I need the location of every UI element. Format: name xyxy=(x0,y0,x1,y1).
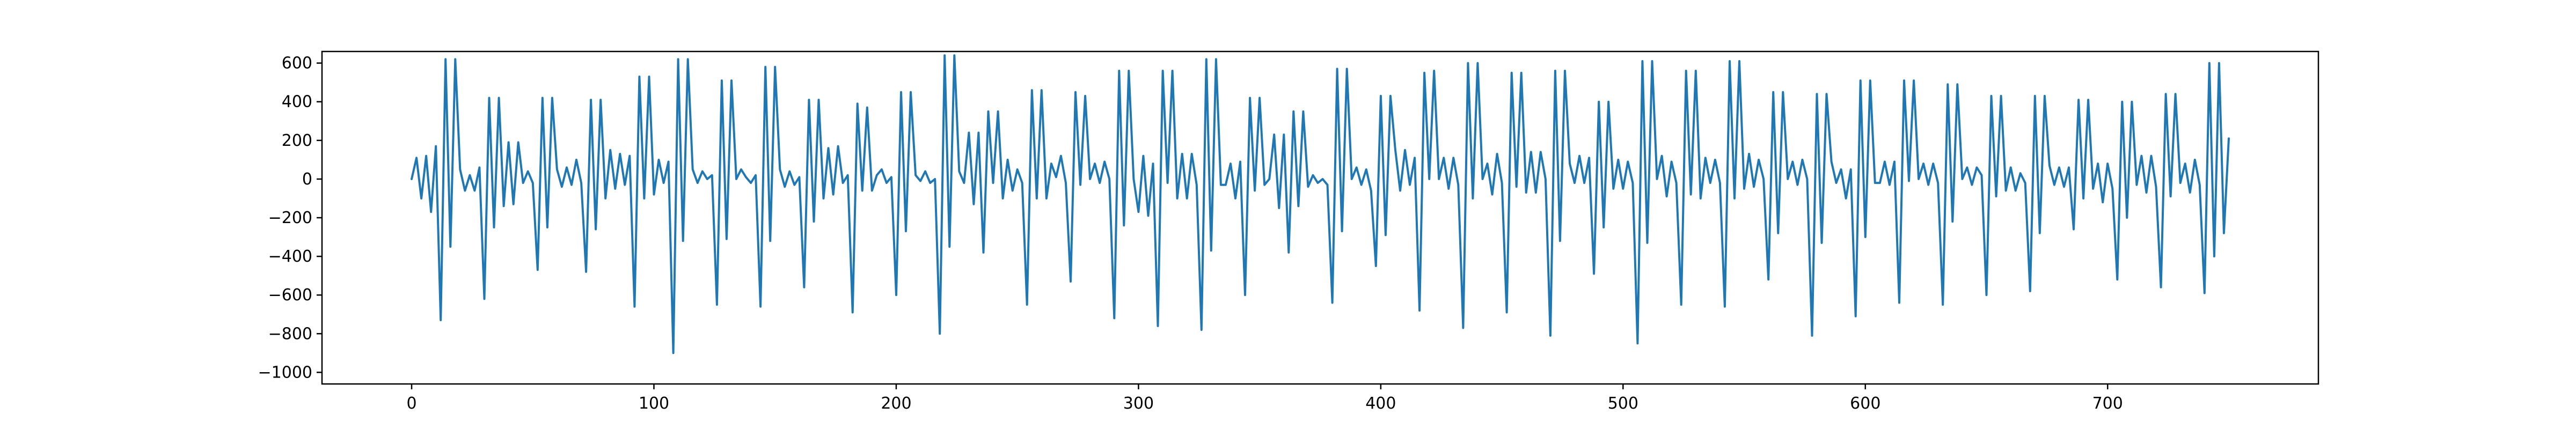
x-tick-label-0: 0 xyxy=(406,394,416,413)
y-tick-label-8: 600 xyxy=(282,54,312,73)
x-tick-label-7: 700 xyxy=(2092,394,2123,413)
x-tick-label-5: 500 xyxy=(1608,394,1638,413)
y-tick-label-0: −1000 xyxy=(258,363,312,382)
series-line-0 xyxy=(411,54,2230,354)
y-tick-label-6: 200 xyxy=(282,131,312,150)
y-tick-label-7: 400 xyxy=(282,93,312,112)
y-tick-label-5: 0 xyxy=(302,170,312,189)
y-tick-label-1: −800 xyxy=(268,324,312,343)
x-tick-label-1: 100 xyxy=(639,394,669,413)
plot-area: 0 100 200 300 400 500 600 700 −1000 −800 −600 −400 −… xyxy=(258,50,2319,413)
x-tick-label-6: 600 xyxy=(1850,394,1880,413)
y-tick-label-3: −400 xyxy=(268,247,312,266)
y-tick-label-4: −200 xyxy=(268,209,312,227)
x-tick-label-2: 200 xyxy=(881,394,911,413)
y-tick-label-2: −600 xyxy=(268,286,312,305)
x-tick-label-3: 300 xyxy=(1123,394,1154,413)
x-tick-label-4: 400 xyxy=(1365,394,1396,413)
